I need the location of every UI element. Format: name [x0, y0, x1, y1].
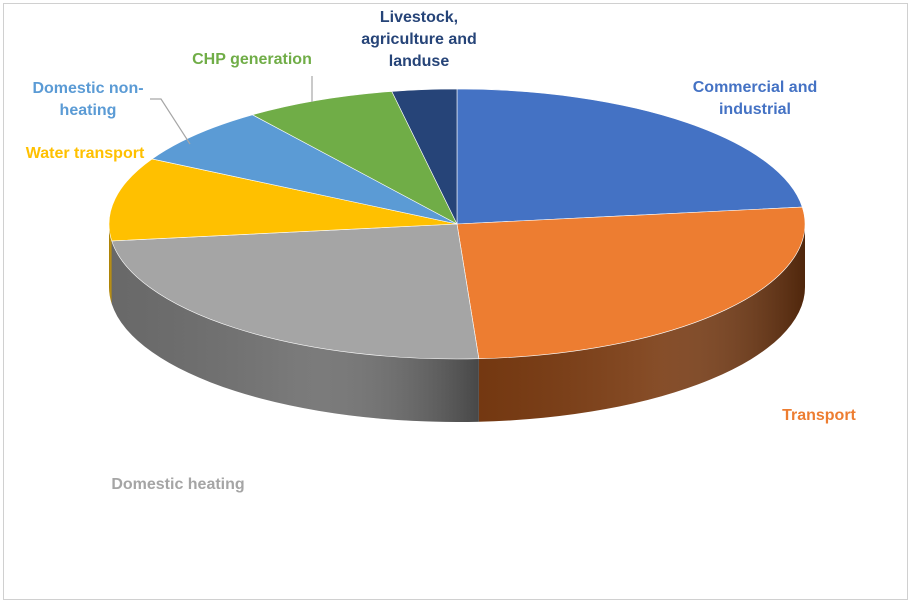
slice-label-livestock-agriculture-and-landuse: Livestock, agriculture and landuse	[361, 9, 477, 70]
chart-area: Commercial and industrial Transport Domesti…	[3, 3, 908, 600]
pie-slice-chp-generation[interactable]	[251, 91, 458, 225]
pie-slice-livestock-agriculture-and-landuse[interactable]	[391, 88, 458, 225]
slice-label-domestic-non-heating: Domestic non-heating	[32, 80, 143, 119]
pie-chart: Commercial and industrial Transport Domesti…	[26, 9, 857, 493]
pie-slice-water-transport[interactable]	[108, 158, 458, 242]
slice-label-transport: Transport	[782, 407, 856, 424]
leader-line-domestic-non-heating	[150, 98, 191, 145]
pie-slice-domestic-heating[interactable]	[111, 223, 480, 360]
slice-label-chp-generation: CHP generation	[192, 51, 312, 68]
pie-side-shade-transport	[478, 224, 805, 422]
pie-slice-commercial-and-industrial[interactable]	[456, 88, 803, 225]
pie-side-shade-water-transport	[109, 224, 112, 304]
slice-label-commercial-and-industrial: Commercial and industrial	[693, 79, 817, 118]
pie-slice-domestic-non-heating[interactable]	[151, 114, 458, 225]
pie-side-shade-domestic-heating	[111, 240, 479, 422]
pie-slice-transport[interactable]	[456, 206, 806, 360]
slice-label-domestic-heating: Domestic heating	[111, 476, 244, 493]
slice-label-water-transport: Water transport	[26, 145, 145, 162]
